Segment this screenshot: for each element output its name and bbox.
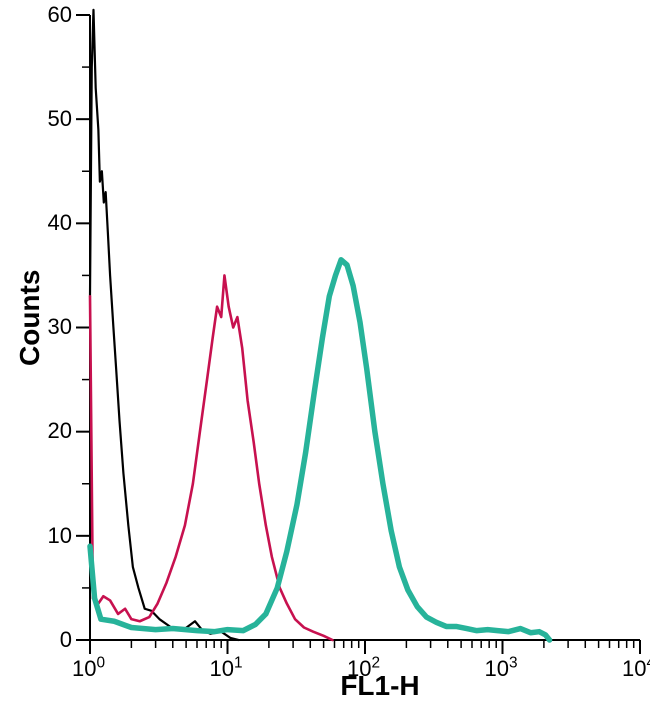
x-tick-label: 103 [485, 656, 518, 682]
y-axis-label: Counts [14, 286, 46, 366]
y-tick-label: 60 [48, 2, 72, 28]
y-tick-label: 40 [48, 210, 72, 236]
y-tick-label: 50 [48, 106, 72, 132]
series-magenta [90, 275, 332, 640]
x-tick-label: 101 [210, 656, 243, 682]
y-tick-label: 0 [60, 627, 72, 653]
series-teal [90, 260, 550, 640]
y-tick-label: 20 [48, 418, 72, 444]
chart-svg [0, 0, 650, 707]
x-tick-label: 100 [72, 656, 105, 682]
y-tick-label: 10 [48, 523, 72, 549]
x-tick-label: 102 [347, 656, 380, 682]
x-tick-label: 104 [622, 656, 650, 682]
y-tick-label: 30 [48, 314, 72, 340]
flow-histogram-chart: Counts FL1-H 010203040506010010110210310… [0, 0, 650, 707]
series-black [90, 10, 238, 640]
